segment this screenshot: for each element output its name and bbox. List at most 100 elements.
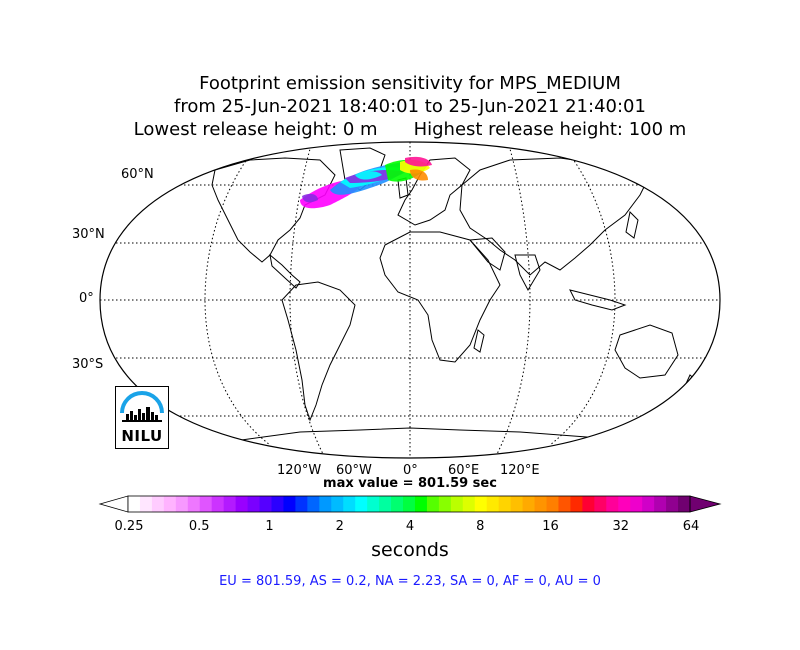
colorbar-segment-46 — [678, 496, 691, 512]
lon-label-60w: 60°W — [336, 463, 372, 478]
colorbar-segment-39 — [594, 496, 607, 512]
central-america — [269, 253, 301, 289]
colorbar-segment-31 — [498, 496, 512, 512]
arabia — [469, 237, 506, 271]
colorbar-segment-11 — [259, 496, 272, 512]
title-line-1: Footprint emission sensitivity for MPS_M… — [199, 73, 621, 94]
colorbar-segment-4 — [175, 496, 189, 512]
colorbar-segment-33 — [522, 496, 536, 512]
colorbar-segment-25 — [426, 496, 440, 512]
colorbar-segment-20 — [367, 496, 380, 512]
north-america — [211, 157, 336, 263]
plume-patch-6 — [405, 156, 432, 167]
colorbar-over-extension — [689, 495, 722, 513]
colorbar-tick-0: 0.25 — [114, 519, 144, 534]
colorbar-segment-15 — [307, 496, 320, 512]
colorbar-segment-16 — [319, 496, 332, 512]
colorbar-segment-29 — [474, 496, 488, 512]
plume-patch-7 — [410, 169, 428, 181]
lat-label-30s: 30°S — [72, 357, 104, 372]
colorbar-segment-1 — [139, 496, 153, 512]
colorbar-tick-7: 32 — [612, 519, 630, 534]
colorbar-frame — [127, 495, 691, 513]
colorbar-segment-27 — [450, 496, 464, 512]
colorbar-segment-9 — [235, 496, 249, 512]
antarctica — [199, 427, 642, 458]
colorbar-tick-6: 16 — [542, 519, 559, 534]
colorbar-segment-23 — [403, 496, 416, 512]
lon-60e-line — [494, 142, 531, 458]
colorbar-segment-30 — [486, 496, 500, 512]
plume-patch-9 — [302, 193, 318, 203]
regional-values: EU = 801.59, AS = 0.2, NA = 2.23, SA = 0… — [219, 574, 601, 589]
nilu-city-skyline-icon — [120, 391, 164, 422]
coastlines — [199, 147, 699, 458]
lon-120e-line — [549, 147, 616, 446]
lon-label-0: 0° — [403, 463, 418, 478]
title-line-2: from 25-Jun-2021 18:40:01 to 25-Jun-2021… — [174, 96, 646, 117]
lat-label-30n: 30°N — [72, 227, 105, 242]
nilu-logo-text: NILU — [121, 427, 163, 445]
colorbar-segment-2 — [151, 496, 165, 512]
colorbar-unit-label: seconds — [371, 539, 449, 561]
colorbar — [98, 495, 722, 513]
colorbar-tick-1: 0.5 — [188, 519, 210, 534]
colorbar-segment-7 — [211, 496, 225, 512]
india — [514, 254, 541, 292]
lowest-release-height: Lowest release height: 0 m — [133, 119, 378, 140]
colorbar-segment-34 — [534, 496, 548, 512]
plume-speck-0 — [250, 150, 256, 152]
colorbar-under-extension — [98, 495, 129, 513]
australia — [614, 324, 679, 379]
colorbar-segment-22 — [391, 496, 404, 512]
plume-speck-2 — [240, 155, 246, 157]
colorbar-segment-24 — [414, 496, 428, 512]
colorbar-segment-38 — [582, 496, 595, 512]
colorbar-segment-0 — [128, 496, 141, 512]
lon-label-120e: 120°E — [500, 463, 540, 478]
colorbar-segment-37 — [570, 496, 583, 512]
southeast-asia-islands — [569, 289, 627, 311]
colorbar-segment-6 — [199, 496, 213, 512]
europe — [397, 157, 471, 226]
colorbar-segment-8 — [223, 496, 237, 512]
colorbar-segment-26 — [438, 496, 452, 512]
colorbar-tick-5: 8 — [476, 519, 485, 534]
colorbar-segment-21 — [379, 496, 392, 512]
colorbar-segment-32 — [510, 496, 524, 512]
globe-outline — [99, 141, 721, 459]
colorbar-segment-18 — [343, 496, 356, 512]
plume-speck-1 — [258, 152, 264, 154]
japan — [625, 210, 639, 239]
colorbar-segment-28 — [462, 496, 476, 512]
lat-label-60n: 60°N — [121, 167, 154, 182]
asia — [459, 157, 651, 276]
lon-label-120w: 120°W — [277, 463, 322, 478]
highest-release-height: Highest release height: 100 m — [413, 119, 687, 140]
colorbar-segment-41 — [618, 496, 631, 512]
lat-label-0: 0° — [79, 291, 94, 306]
colorbar-tick-4: 4 — [405, 519, 415, 534]
colorbar-segment-14 — [295, 496, 308, 512]
colorbar-segment-12 — [271, 496, 284, 512]
title-line-3: Lowest release height: 0 m Highest releas… — [0, 119, 800, 141]
colorbar-segment-40 — [606, 496, 619, 512]
footprint-plume — [240, 150, 432, 209]
colorbar-segment-44 — [654, 496, 667, 512]
africa — [379, 231, 501, 363]
graticule — [100, 142, 720, 458]
colorbar-tick-2: 1 — [265, 519, 274, 534]
colorbar-segment-5 — [187, 496, 201, 512]
colorbar-tick-8: 64 — [682, 519, 700, 534]
colorbar-segment-35 — [546, 496, 559, 512]
map-content — [100, 142, 720, 458]
lon-label-60e: 60°E — [448, 463, 480, 478]
lon-60w-line — [289, 142, 326, 458]
colorbar-segment-45 — [666, 496, 679, 512]
madagascar — [473, 329, 485, 353]
colorbar-segment-42 — [630, 496, 643, 512]
colorbar-segment-13 — [283, 496, 296, 512]
colorbar-segment-3 — [163, 496, 177, 512]
plume-patch-8 — [355, 171, 382, 180]
